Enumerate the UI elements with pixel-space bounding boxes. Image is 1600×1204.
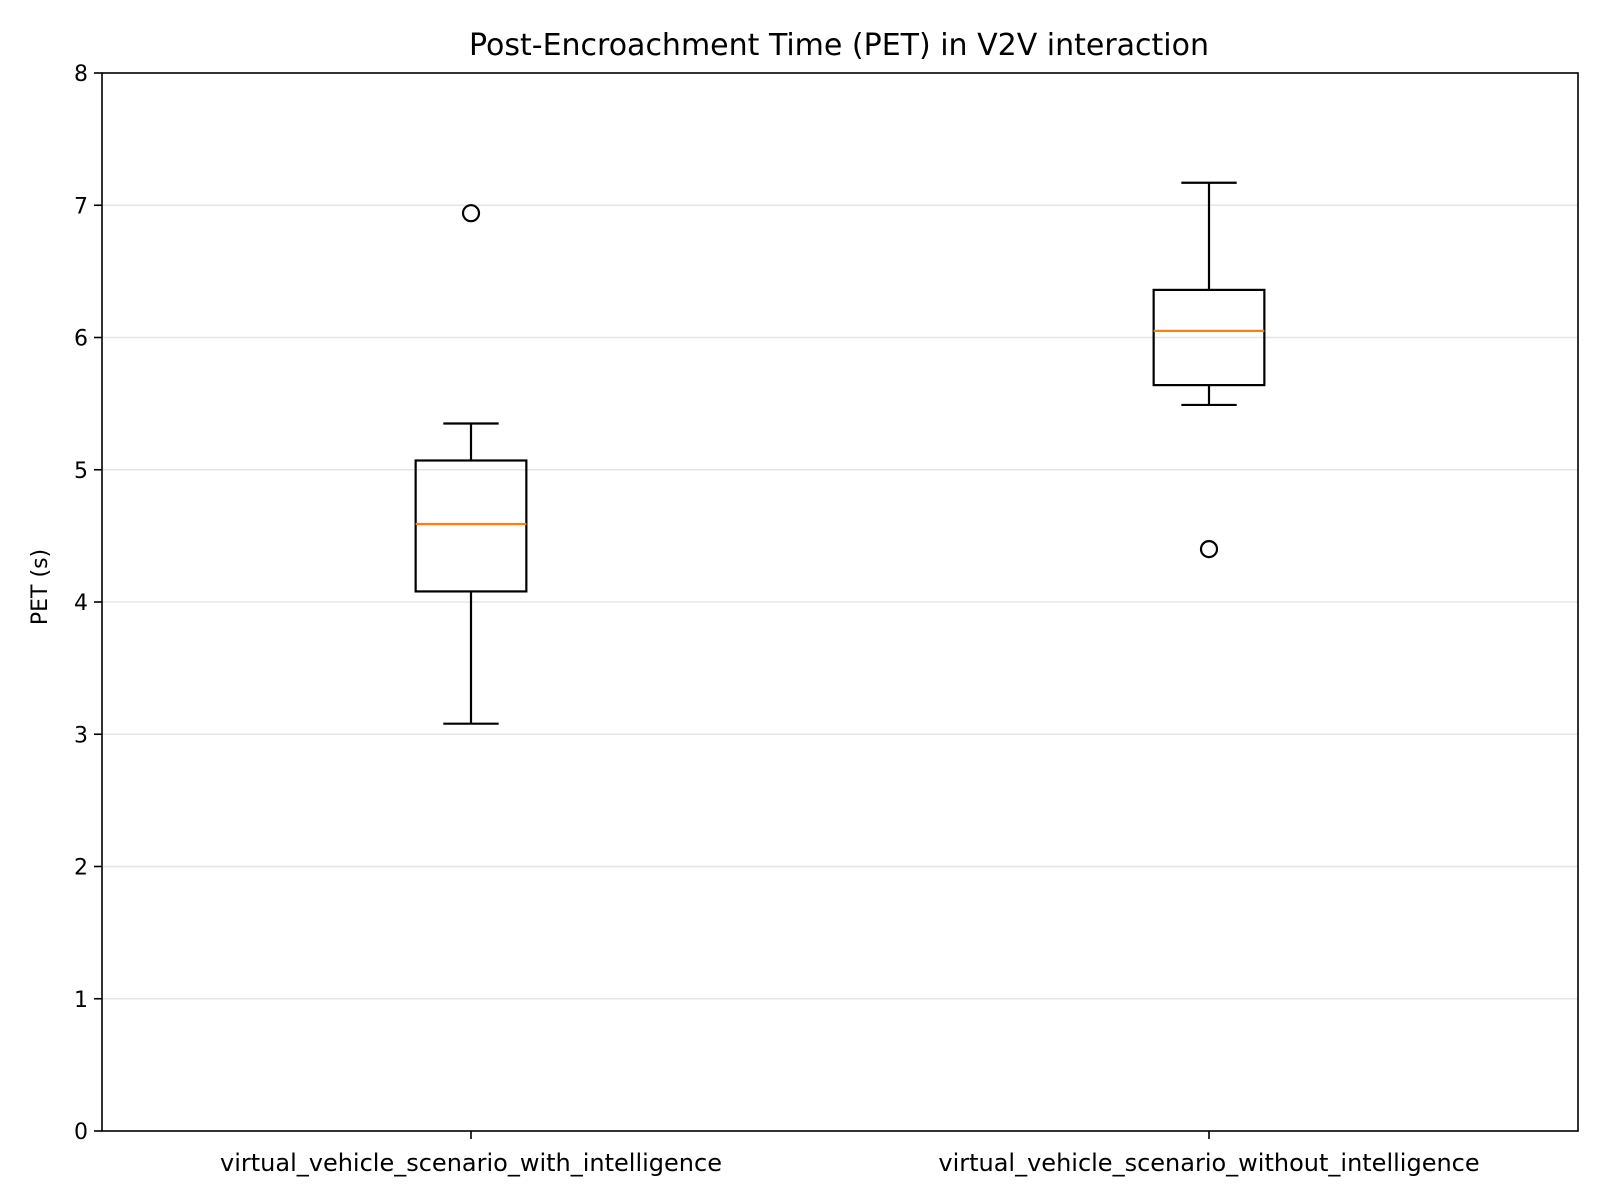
outlier-point <box>461 204 481 223</box>
y-axis-ticks: 0 1 2 3 4 5 6 7 8 <box>74 62 102 1145</box>
interquartile-box <box>414 459 528 593</box>
x-tick-label: virtual_vehicle_scenario_with_intelligen… <box>220 1149 722 1177</box>
y-axis-title: PET (s) <box>28 549 53 625</box>
y-tick-label: 6 <box>74 327 88 352</box>
y-tick-label: 8 <box>74 62 88 87</box>
x-tick-label: virtual_vehicle_scenario_without_intelli… <box>938 1149 1479 1177</box>
interquartile-box <box>1152 288 1266 387</box>
y-tick-label: 1 <box>74 988 88 1013</box>
box-group <box>1152 181 1266 559</box>
x-axis-ticks: virtual_vehicle_scenario_with_intelligen… <box>220 1131 1480 1177</box>
y-tick-label: 7 <box>74 194 88 219</box>
y-tick-label: 5 <box>74 459 88 484</box>
y-tick-label: 4 <box>74 591 88 616</box>
grid-lines <box>102 204 1578 1000</box>
chart-title: Post-Encroachment Time (PET) in V2V inte… <box>469 28 1209 63</box>
box-plots <box>414 181 1266 725</box>
outlier-point <box>1199 539 1219 559</box>
y-tick-label: 3 <box>74 723 88 748</box>
y-tick-label: 0 <box>74 1120 88 1145</box>
y-tick-label: 2 <box>74 856 88 881</box>
box-group <box>414 204 528 725</box>
